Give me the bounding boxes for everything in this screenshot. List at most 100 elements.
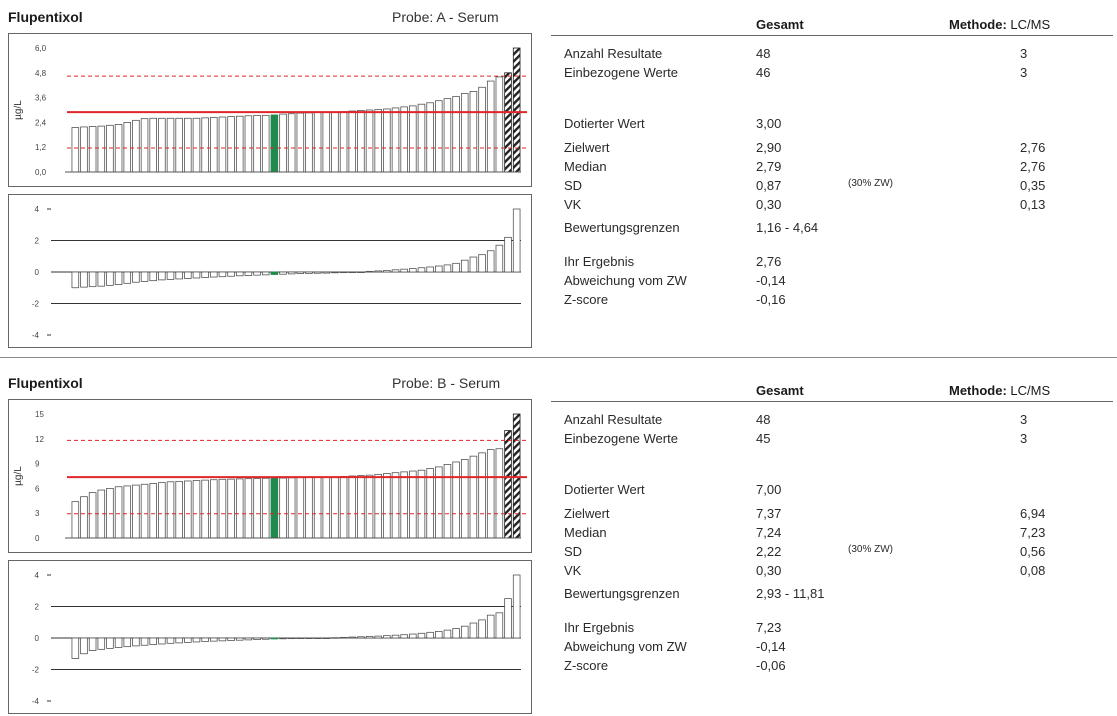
data-bar — [409, 633, 417, 639]
zscore-chart: 4 2 0 -2 -4 — [8, 194, 532, 348]
data-bar — [227, 116, 235, 173]
y-tick-label: 9 — [35, 460, 40, 469]
data-bar — [132, 484, 140, 539]
data-bar — [374, 473, 382, 539]
data-bar — [166, 271, 175, 280]
data-bar — [140, 483, 149, 539]
data-bar — [512, 574, 521, 639]
data-bar — [235, 478, 244, 539]
header-divider — [551, 35, 1113, 36]
stat-methode-value: 3 — [1020, 46, 1028, 61]
data-bar — [201, 637, 209, 642]
data-bar — [88, 271, 97, 288]
stat-gesamt-value: 48 — [756, 412, 771, 427]
stat-methode-value: 7,23 — [1020, 525, 1046, 540]
data-bar — [158, 482, 166, 539]
data-bar — [400, 268, 408, 273]
stat-label: SD — [564, 178, 583, 193]
data-bar — [184, 480, 192, 539]
data-bar — [305, 271, 313, 274]
data-bar — [227, 271, 235, 277]
data-bar — [210, 637, 218, 642]
stat-gesamt-value: 0,30 — [756, 197, 782, 212]
zscore-chart-svg: 4 2 0 -2 -4 — [32, 571, 521, 706]
data-bar — [391, 634, 400, 639]
data-bar — [97, 271, 106, 287]
data-bar — [417, 267, 426, 273]
data-bar — [443, 264, 452, 273]
data-bar — [80, 271, 88, 288]
data-bar — [486, 80, 495, 173]
data-bar — [140, 271, 149, 282]
excluded-bar — [512, 413, 521, 539]
data-bar — [400, 471, 408, 539]
data-bar — [80, 637, 88, 655]
y-tick-label: 4 — [35, 205, 40, 214]
column-header-methode: Methode: LC/MS — [949, 17, 1050, 32]
data-bar — [348, 271, 357, 274]
data-bar — [261, 477, 270, 539]
data-bar — [97, 125, 106, 173]
stat-methode-value: 0,08 — [1020, 563, 1046, 578]
stat-gesamt-value: 2,22 — [756, 544, 782, 559]
data-bar — [348, 110, 357, 173]
data-bar — [158, 117, 166, 173]
y-tick-label: 6,0 — [35, 44, 47, 53]
stat-methode-value: 0,35 — [1020, 178, 1046, 193]
data-bar — [88, 637, 97, 652]
y-axis-label: µg/L — [13, 100, 24, 120]
data-bar — [305, 112, 313, 173]
data-bar — [244, 637, 253, 641]
y-tick-label: 3,6 — [35, 94, 47, 103]
y-tick-label: 4 — [35, 571, 40, 580]
data-bar — [184, 117, 192, 173]
data-bar — [123, 122, 132, 173]
data-bar — [391, 107, 400, 173]
data-bar — [201, 271, 209, 278]
data-bar — [443, 98, 452, 173]
data-bar — [478, 452, 486, 539]
data-bar — [512, 208, 521, 273]
stat-gesamt-value: 3,00 — [756, 116, 782, 131]
header-divider — [551, 401, 1113, 402]
methode-label: Methode: — [949, 17, 1007, 32]
stat-label: Bewertungsgrenzen — [564, 586, 680, 601]
data-bar — [305, 637, 313, 640]
data-bar — [287, 477, 296, 539]
data-bar — [296, 271, 305, 274]
y-tick-label: 2 — [35, 603, 40, 612]
stat-gesamt-value: 48 — [756, 46, 771, 61]
concentration-chart-svg: 15 12 9 6 3 0 µg/L — [13, 410, 527, 543]
data-bar — [478, 86, 486, 173]
y-tick-label: 2 — [35, 237, 40, 246]
data-bar — [357, 636, 365, 639]
stat-gesamt-value: 2,93 - 11,81 — [756, 586, 825, 601]
data-bar — [331, 476, 339, 539]
data-bar — [88, 126, 97, 173]
excluded-bar — [504, 430, 512, 539]
y-tick-label: -4 — [32, 331, 40, 340]
stat-label: Einbezogene Werte — [564, 65, 678, 80]
column-header-gesamt: Gesamt — [756, 17, 804, 32]
data-bar — [383, 270, 391, 273]
data-bar — [253, 114, 261, 173]
y-tick-label: 4,8 — [35, 69, 47, 78]
stat-gesamt-value: 7,24 — [756, 525, 782, 540]
data-bar — [287, 637, 296, 640]
panel-title: Flupentixol — [8, 375, 83, 391]
stat-label: Ihr Ergebnis — [564, 620, 635, 635]
data-bar — [469, 455, 478, 539]
y-tick-label: -4 — [32, 697, 40, 706]
data-bar — [495, 448, 504, 539]
data-bar — [339, 636, 348, 639]
data-bar — [261, 271, 270, 276]
data-bar — [114, 271, 123, 286]
data-bar — [374, 635, 382, 639]
data-bar — [339, 271, 348, 274]
data-bar — [114, 637, 123, 648]
data-bar — [227, 637, 235, 641]
data-bar — [192, 637, 201, 643]
data-bar — [391, 472, 400, 539]
data-bar — [426, 468, 434, 539]
stat-label: Z-score — [564, 292, 609, 307]
